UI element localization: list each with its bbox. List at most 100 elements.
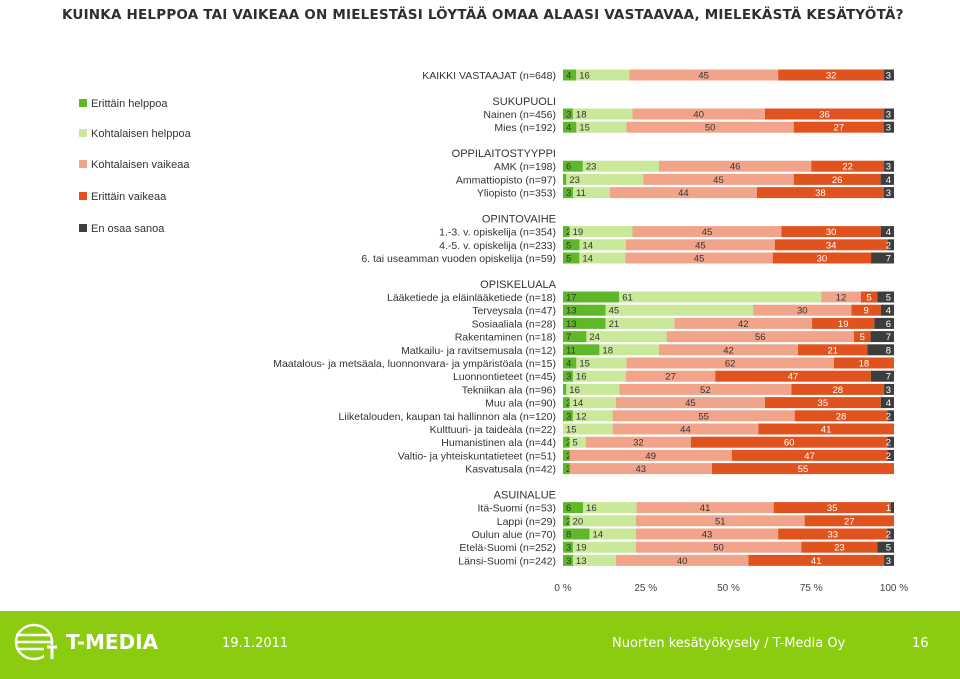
data-label: 2 xyxy=(566,438,571,449)
data-label: 38 xyxy=(815,188,826,199)
group-header: OPINTOVAIHE xyxy=(482,214,556,226)
row-label: 1.-3. v. opiskelija (n=354) xyxy=(439,227,556,239)
bar-segment xyxy=(874,317,894,329)
bar-segment xyxy=(563,502,584,514)
bar-segment xyxy=(883,121,894,133)
bar-segment xyxy=(563,291,620,303)
bar-segment xyxy=(619,383,792,395)
stacked-bar-chart: Erittäin helppoa Kohtalaisen helppoa Kohta… xyxy=(79,69,908,594)
x-tick-label: 50 % xyxy=(717,583,740,594)
data-label: 32 xyxy=(826,71,837,82)
bar-segment xyxy=(804,515,894,527)
legend-swatch xyxy=(79,192,87,200)
data-label: 4 xyxy=(886,398,891,409)
chart-rows: KAIKKI VASTAAJAT (n=648) 4 16 45 32 3SUKUPUOL… xyxy=(273,69,894,567)
bar-segment xyxy=(582,160,659,172)
bar-segment xyxy=(793,173,881,185)
x-tick-label: 75 % xyxy=(800,583,823,594)
bar-segment xyxy=(870,331,894,343)
row-label: Maatalous- ja metsäala, luonnonvara- ja … xyxy=(273,358,556,370)
row-label: Ammattiopisto (n=97) xyxy=(456,174,556,186)
bar-segment xyxy=(887,528,894,540)
bar-segment xyxy=(635,528,779,540)
bar-segment xyxy=(605,304,754,316)
data-label: 36 xyxy=(819,110,830,121)
bar-segment xyxy=(563,383,567,395)
bar-segment xyxy=(572,554,616,566)
footer-date: 19.1.2011 xyxy=(222,636,289,651)
bar-segment xyxy=(870,370,894,382)
data-label: 49 xyxy=(645,451,656,462)
data-label: 14 xyxy=(592,530,603,541)
legend-label: Kohtalaisen helppoa xyxy=(91,128,192,140)
bar-segment xyxy=(563,108,573,120)
legend-swatch xyxy=(79,99,87,107)
bar-segment xyxy=(629,69,779,81)
data-label: 50 xyxy=(713,543,724,554)
bar-segment xyxy=(884,160,894,172)
data-label: 5 xyxy=(573,438,578,449)
data-label: 44 xyxy=(680,425,691,436)
bar-segment xyxy=(632,108,765,120)
row-label: KAIKKI VASTAAJAT (n=648) xyxy=(422,70,556,82)
row-label: Länsi-Suomi (n=242) xyxy=(458,555,556,567)
data-label: 2 xyxy=(886,451,891,462)
data-label: 44 xyxy=(678,188,689,199)
data-label: 12 xyxy=(576,411,587,422)
data-label: 17 xyxy=(566,293,577,304)
data-label: 21 xyxy=(827,345,838,356)
bar-segment xyxy=(576,357,627,369)
data-label: 42 xyxy=(723,345,734,356)
bar-segment xyxy=(890,502,894,514)
bar-segment xyxy=(758,423,894,435)
data-label: 18 xyxy=(602,345,613,356)
data-label: 7 xyxy=(566,332,571,343)
bar-segment xyxy=(853,331,871,343)
data-label: 23 xyxy=(569,175,580,186)
bar-segment xyxy=(563,370,573,382)
bar-segment xyxy=(884,554,894,566)
row-label: Liiketalouden, kaupan tai hallinnon ala … xyxy=(339,411,556,423)
bar-segment xyxy=(566,173,644,185)
data-label: 41 xyxy=(811,556,822,567)
bar-segment xyxy=(563,397,570,409)
data-label: 4 xyxy=(886,175,891,186)
data-label: 3 xyxy=(886,188,891,199)
bar-segment xyxy=(579,239,626,251)
data-label: 45 xyxy=(695,240,706,251)
legend-swatch xyxy=(79,224,87,232)
row-label: Kulttuuri- ja taideala (n=22) xyxy=(430,424,556,436)
bar-segment xyxy=(884,108,894,120)
bar-segment xyxy=(877,291,894,303)
bar-segment xyxy=(833,357,894,369)
row-label: 6. tai useamman vuoden opiskelija (n=59) xyxy=(361,253,556,265)
bar-segment xyxy=(576,69,630,81)
bar-segment xyxy=(867,344,894,356)
data-label: 30 xyxy=(817,254,828,265)
row-label: Valtio- ja yhteiskuntatieteet (n=51) xyxy=(398,450,556,462)
data-label: 27 xyxy=(834,123,845,134)
bar-segment xyxy=(883,187,894,199)
bar-segment xyxy=(715,370,871,382)
data-label: 45 xyxy=(713,175,724,186)
bar-segment xyxy=(563,436,570,448)
data-label: 22 xyxy=(842,162,853,173)
row-label: Humanistinen ala (n=44) xyxy=(441,437,556,449)
bar-segment xyxy=(690,436,888,448)
bar-segment xyxy=(794,410,888,422)
bar-segment xyxy=(572,410,613,422)
data-label: 52 xyxy=(700,385,711,396)
legend-label: En osaa sanoa xyxy=(91,223,165,235)
bar-segment xyxy=(798,344,868,356)
data-label: 30 xyxy=(826,227,837,238)
x-tick-label: 25 % xyxy=(634,583,657,594)
bar-segment xyxy=(563,410,573,422)
bar-segment xyxy=(563,304,606,316)
data-label: 2 xyxy=(886,240,891,251)
data-label: 5 xyxy=(886,543,891,554)
t-media-logo-icon xyxy=(14,623,58,661)
data-label: 28 xyxy=(836,411,847,422)
bar-segment xyxy=(612,423,759,435)
chart-legend: Erittäin helppoa Kohtalaisen helppoa Kohta… xyxy=(79,98,192,235)
data-label: 12 xyxy=(836,293,847,304)
